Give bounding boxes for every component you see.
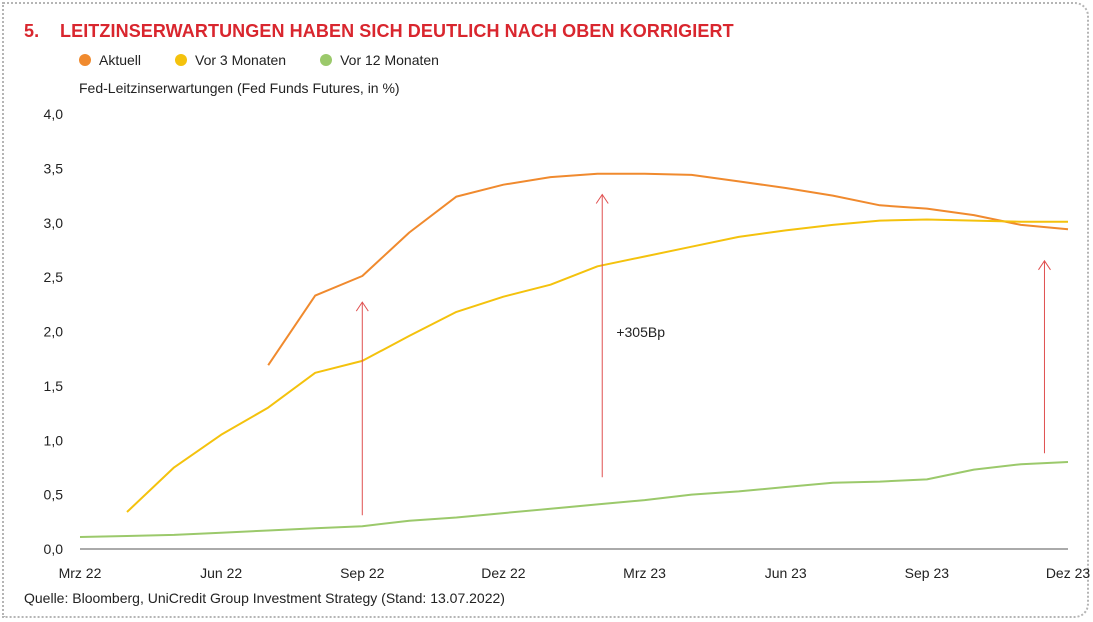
legend-item-vor-3-monaten: Vor 3 Monaten bbox=[175, 52, 286, 68]
x-tick-label: Dez 22 bbox=[481, 565, 526, 581]
legend-label-aktuell: Aktuell bbox=[99, 52, 142, 68]
y-tick-label: 1,0 bbox=[44, 432, 64, 448]
legend-label-vor-12-monaten: Vor 12 Monaten bbox=[340, 52, 439, 68]
x-tick-label: Mrz 23 bbox=[623, 565, 666, 581]
x-tick-label: Jun 22 bbox=[200, 565, 242, 581]
x-tick-label: Sep 22 bbox=[340, 565, 385, 581]
x-tick-label: Mrz 22 bbox=[59, 565, 102, 581]
y-tick-label: 0,5 bbox=[44, 487, 64, 503]
source-note: Quelle: Bloomberg, UniCredit Group Inves… bbox=[24, 590, 505, 606]
legend-item-aktuell: Aktuell bbox=[79, 52, 141, 68]
legend: Aktuell Vor 3 Monaten Vor 12 Monaten bbox=[79, 52, 439, 68]
y-tick-label: 0,0 bbox=[44, 541, 64, 557]
legend-item-vor-12-monaten: Vor 12 Monaten bbox=[320, 52, 439, 68]
annotation-arrowhead bbox=[595, 193, 609, 204]
chart-number: 5. bbox=[24, 21, 40, 41]
y-tick-label: 2,0 bbox=[44, 324, 64, 340]
chart-title-text: LEITZINSERWARTUNGEN HABEN SICH DEUTLICH … bbox=[60, 21, 734, 41]
y-tick-label: 3,0 bbox=[44, 215, 64, 231]
y-tick-label: 2,5 bbox=[44, 269, 64, 285]
series-line-vor-12-monaten bbox=[79, 461, 1069, 538]
x-tick-label: Sep 23 bbox=[905, 565, 950, 581]
x-tick-label: Jun 23 bbox=[765, 565, 807, 581]
annotation-arrowhead bbox=[1038, 259, 1051, 271]
annotation-arrowhead bbox=[355, 301, 369, 312]
y-tick-label: 1,5 bbox=[44, 378, 64, 394]
legend-swatch-vor-12-monaten bbox=[320, 54, 333, 66]
series-line-vor-3-monaten bbox=[126, 218, 1068, 513]
legend-swatch-aktuell bbox=[79, 54, 91, 66]
legend-swatch-vor-3-monaten bbox=[175, 54, 188, 66]
y-tick-label: 4,0 bbox=[44, 106, 64, 122]
legend-label-vor-3-monaten: Vor 3 Monaten bbox=[195, 52, 287, 68]
annotation-label: +305Bp bbox=[616, 324, 665, 340]
series-line-aktuell bbox=[267, 172, 1069, 366]
chart-title: 5. LEITZINSERWARTUNGEN HABEN SICH DEUTLIC… bbox=[24, 21, 734, 42]
x-tick-label: Dez 23 bbox=[1046, 565, 1091, 581]
chart-subtitle: Fed-Leitzinserwartungen (Fed Funds Futur… bbox=[79, 80, 400, 96]
y-tick-label: 3,5 bbox=[44, 160, 64, 176]
